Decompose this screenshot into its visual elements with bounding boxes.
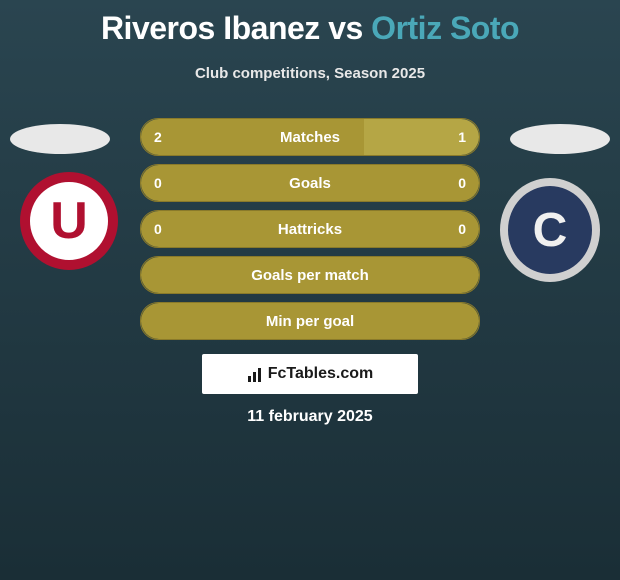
player1-photo-placeholder <box>10 124 110 154</box>
brand-text: FcTables.com <box>268 365 374 383</box>
stat-row-goals-per-match: Goals per match <box>140 256 480 294</box>
stat-row-hattricks: 0 Hattricks 0 <box>140 210 480 248</box>
brand-watermark: FcTables.com <box>202 354 418 394</box>
date-label: 11 february 2025 <box>0 408 620 426</box>
club-logo-left: U <box>20 172 118 270</box>
player2-name: Ortiz Soto <box>371 10 519 46</box>
stat-value-right: 0 <box>458 221 466 237</box>
stat-label: Goals <box>140 175 480 192</box>
stats-container: 2 Matches 1 0 Goals 0 0 Hattricks 0 Goal… <box>140 118 480 348</box>
season-subtitle: Club competitions, Season 2025 <box>0 65 620 82</box>
player2-photo-placeholder <box>510 124 610 154</box>
stat-label: Hattricks <box>140 221 480 238</box>
club-right-letter: C <box>533 203 568 258</box>
player1-name: Riveros Ibanez <box>101 10 320 46</box>
comparison-title: Riveros Ibanez vs Ortiz Soto <box>0 0 620 47</box>
vs-text: vs <box>328 10 363 46</box>
stat-value-right: 0 <box>458 175 466 191</box>
club-left-letter: U <box>50 191 88 251</box>
stat-value-right: 1 <box>458 129 466 145</box>
stat-row-goals: 0 Goals 0 <box>140 164 480 202</box>
stat-row-matches: 2 Matches 1 <box>140 118 480 156</box>
bar-chart-icon <box>247 366 265 382</box>
stat-label: Matches <box>140 129 480 146</box>
club-logo-right: C <box>500 178 600 282</box>
stat-label: Min per goal <box>140 313 480 330</box>
stat-label: Goals per match <box>140 267 480 284</box>
stat-row-min-per-goal: Min per goal <box>140 302 480 340</box>
